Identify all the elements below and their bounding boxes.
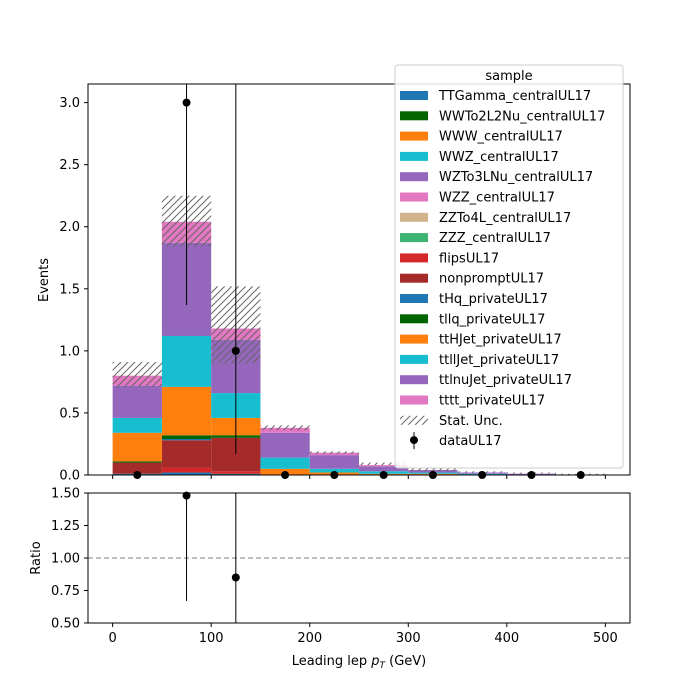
- bar-ttllJet_privateUL17-bin-3: [260, 457, 310, 469]
- legend-label: ZZZ_centralUL17: [439, 231, 551, 246]
- legend-label: flipsUL17: [439, 251, 499, 266]
- legend-entries: TTGamma_centralUL17 WWTo2L2Nu_centralUL17…: [400, 89, 605, 450]
- main-y-axis-label: Events: [37, 258, 52, 302]
- x-axis-label: Leading lep pT (GeV): [292, 654, 426, 671]
- legend-swatch: [400, 395, 428, 405]
- bar-tttt_privateUL17-bin-5: [359, 465, 409, 467]
- legend-swatch: [400, 111, 428, 121]
- bar-tllq_privateUL17-bin-1: [161, 435, 212, 440]
- stat-unc-bin-3: [260, 425, 310, 431]
- bar-TTGamma_centralUL17-bin-2: [211, 473, 261, 475]
- main-y-tick-label: 2.0: [59, 220, 80, 235]
- ratio-points: [182, 491, 240, 623]
- main-y-tick-label: 2.5: [59, 158, 80, 173]
- legend-marker: [410, 436, 418, 445]
- bar-flipsUL17-bin-2: [211, 471, 261, 474]
- main-axes-frame: [87, 83, 631, 476]
- legend-swatch: [400, 192, 428, 202]
- legend-swatch: [400, 334, 428, 344]
- x-tick-label: 500: [593, 631, 618, 646]
- legend-swatch: [400, 415, 428, 425]
- legend-label: ttHJet_privateUL17: [439, 333, 562, 348]
- bar-ttlnuJet_privateUL17-bin-0: [112, 385, 162, 418]
- legend-swatch: [400, 91, 428, 100]
- bar-ttlnuJet_privateUL17-bin-3: [260, 432, 310, 458]
- legend-swatch: [400, 151, 428, 161]
- main-y-tick-label: 3.0: [59, 96, 80, 111]
- legend-label: WZZ_centralUL17: [439, 191, 555, 206]
- stat-unc-bin-6: [408, 467, 458, 472]
- data-point-1: [182, 98, 191, 107]
- ratio-y-axis-label: Ratio: [29, 541, 44, 574]
- ratio-x-ticks: 0 100 200 300 400 500: [108, 623, 618, 646]
- legend-swatch: [400, 172, 428, 182]
- ratio-y-tick-label: 1.25: [51, 519, 80, 534]
- bar-tHq_privateUL17-bin-1: [161, 439, 212, 441]
- main-plot-panel: 0.0 0.5 1.0 1.5 2.0 2.5 3.0 Events: [37, 83, 631, 484]
- legend-box: [394, 64, 624, 469]
- ratio-plot-panel: 0.50 0.75 1.00 1.25 1.50 0 100 200 300 400 500 Ra…: [29, 487, 631, 671]
- legend-swatch: [400, 354, 428, 364]
- main-y-tick-label: 1.5: [59, 282, 80, 297]
- stat-unc-bin-5: [359, 462, 409, 466]
- legend-label: tHq_privateUL17: [439, 292, 548, 307]
- legend-swatch: [400, 131, 428, 141]
- bar-ttlnuJet_privateUL17-bin-4: [309, 455, 359, 469]
- bar-TTGamma_centralUL17-bin-1: [161, 472, 212, 475]
- ratio-point-1: [231, 573, 240, 582]
- ratio-y-tick-label: 1.50: [51, 487, 80, 502]
- bar-ttHJet_privateUL17-bin-1: [161, 386, 212, 436]
- stat-unc-bin-4: [309, 451, 359, 454]
- ratio-point-0: [182, 491, 191, 500]
- bar-tllq_privateUL17-bin-0: [112, 461, 162, 463]
- legend-label: WWZ_centralUL17: [439, 150, 559, 165]
- legend-label: tllq_privateUL17: [439, 312, 545, 327]
- legend-label: TTGamma_centralUL17: [438, 89, 591, 104]
- legend-label: nonpromptUL17: [439, 272, 544, 287]
- x-tick-label: 200: [297, 631, 322, 646]
- main-y-tick-label: 1.0: [59, 344, 80, 359]
- legend-label: ttlnuJet_privateUL17: [439, 373, 572, 388]
- main-y-tick-label: 0.5: [59, 406, 80, 421]
- bar-nonpromptUL17-bin-0: [112, 462, 162, 474]
- stat-unc-bin-0: [112, 362, 162, 387]
- main-x-ticks: [112, 475, 606, 479]
- legend-label: dataUL17: [439, 434, 502, 449]
- legend-swatch: [400, 253, 428, 263]
- legend-label: WZTo3LNu_centralUL17: [439, 170, 593, 185]
- legend-swatch: [400, 212, 428, 222]
- main-y-tick-label: 0.0: [59, 469, 80, 484]
- legend-label: ZZTo4L_centralUL17: [439, 211, 571, 226]
- ratio-y-tick-label: 0.50: [51, 617, 80, 632]
- legend-label: WWW_centralUL17: [439, 130, 563, 145]
- legend-title: sample: [485, 69, 532, 84]
- legend-label: ttllJet_privateUL17: [439, 353, 559, 368]
- bar-nonpromptUL17-bin-1: [161, 440, 212, 468]
- main-y-ticks: 0.0 0.5 1.0 1.5 2.0 2.5 3.0: [59, 96, 88, 484]
- x-tick-label: 100: [199, 631, 224, 646]
- ratio-y-tick-label: 0.75: [51, 584, 80, 599]
- bar-ttllJet_privateUL17-bin-4: [309, 468, 359, 473]
- bar-ttllJet_privateUL17-bin-0: [112, 417, 162, 433]
- legend-swatch: [400, 273, 428, 283]
- ratio-y-tick-label: 1.00: [51, 552, 80, 567]
- bar-ttlnuJet_privateUL17-bin-5: [359, 466, 409, 472]
- x-tick-label: 400: [494, 631, 519, 646]
- legend-swatch: [400, 294, 428, 303]
- legend-swatch: [400, 233, 428, 243]
- ratio-y-ticks: 0.50 0.75 1.00 1.25 1.50: [51, 487, 88, 632]
- bar-flipsUL17-bin-1: [161, 467, 212, 473]
- legend: sample TTGamma_centralUL17 WWTo2L2Nu_cent…: [394, 64, 624, 469]
- legend-label: WWTo2L2Nu_centralUL17: [439, 109, 605, 124]
- x-tick-label: 300: [396, 631, 421, 646]
- legend-swatch: [400, 375, 428, 385]
- legend-swatch: [400, 314, 428, 324]
- bar-ttllJet_privateUL17-bin-1: [161, 335, 212, 387]
- x-tick-label: 0: [108, 631, 116, 646]
- legend-label: tttt_privateUL17: [439, 394, 545, 409]
- bar-ttHJet_privateUL17-bin-0: [112, 432, 162, 462]
- data-point-2: [231, 346, 240, 355]
- legend-label: Stat. Unc.: [439, 414, 503, 429]
